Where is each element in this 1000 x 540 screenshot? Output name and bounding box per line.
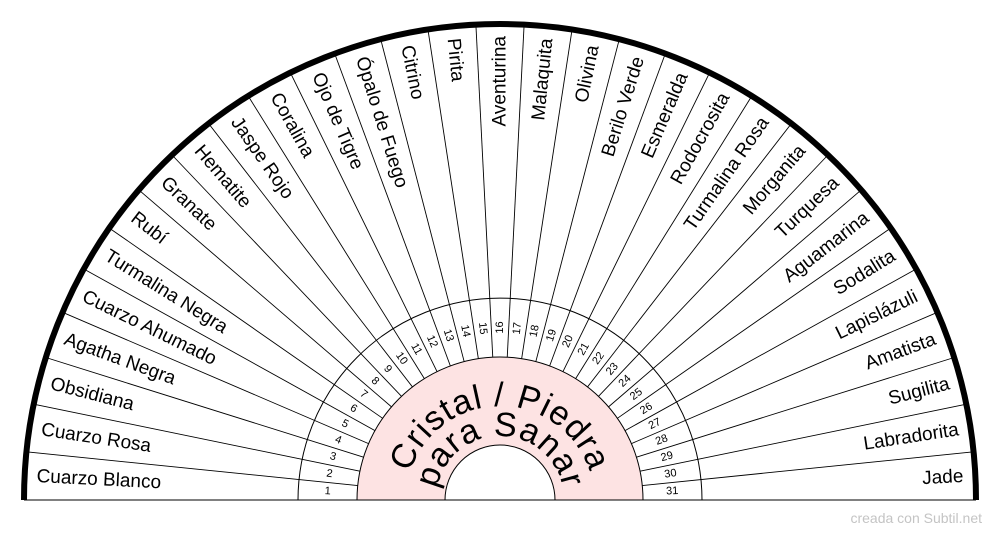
sector-number: 9 [381,363,394,375]
sector-divider [380,39,465,362]
sector-dividers [26,24,974,486]
center-area [357,357,643,500]
sector-divider [549,53,666,367]
sector-number: 3 [329,450,338,463]
sector-number: 1 [324,485,331,497]
sector-divider [617,227,891,419]
sector-number: 15 [476,322,489,335]
outer-arc [21,21,979,501]
sector-number: 25 [628,386,645,403]
sector-divider [535,39,620,362]
sector-number: 7 [357,388,369,401]
sector-label: Rubí [127,208,172,250]
sector-divider [598,154,829,397]
sector-label: Ojo de Tigre [307,69,367,172]
sector-label: Citrino [396,43,428,101]
sector-divider [33,403,361,472]
sector-divider [247,95,425,379]
number-ring-outer-arc [297,297,703,501]
sector-number: 2 [326,467,334,480]
sector-label: Pirita [443,37,468,83]
sector-number: 30 [664,467,678,481]
sector-number: 18 [528,324,542,338]
sector-number: 12 [424,333,440,349]
sector-divider [109,227,383,419]
sector-number: 13 [441,328,456,343]
sector-label: Granate [156,173,220,236]
sector-label: Sugilita [886,373,952,409]
sector-label: Jade [922,466,964,489]
sector-divider [575,95,753,379]
sector-label: Aventurina [490,36,511,127]
sector-divider [587,123,792,388]
sector-divider [138,189,392,408]
sector-number: 16 [494,321,506,333]
sector-divider [639,403,967,472]
sector-divider [636,357,955,458]
sector-number: 26 [638,400,655,417]
sector-number: 20 [560,333,576,349]
sector-number: 22 [590,350,607,367]
sector-number: 10 [393,350,410,367]
sector-divider [334,53,451,367]
sector-number: 14 [458,324,472,338]
sector-divider [62,311,369,445]
sector-divider [208,123,413,388]
sector-divider [642,451,974,486]
sector-number: 28 [654,432,670,448]
sector-label: Cuarzo Blanco [36,466,162,493]
sector-number: 8 [369,375,382,388]
sector-divider [521,29,573,359]
sector-number: 11 [408,341,424,357]
sector-divider [506,24,525,358]
sector-label: Labradorita [862,419,961,454]
sector-label: Sodalita [830,245,900,299]
sector-number: 5 [340,417,351,430]
sector-number: 17 [511,322,524,335]
sector-number: 31 [666,485,679,498]
sector-divider [26,451,358,486]
sector-number: 27 [647,416,663,432]
sector-divider [562,72,711,372]
sector-divider [289,72,438,372]
sector-label: Obsidiana [48,374,137,416]
sector-number: 29 [660,449,675,464]
sector-number: 4 [333,433,343,446]
sector-label: Malaquita [528,37,557,122]
sector-divider [631,311,938,445]
sector-divider [608,189,862,408]
hub-arc [444,444,556,501]
sector-number: 19 [544,328,559,343]
sector-number: 21 [575,341,591,358]
sector-divider [475,24,494,358]
sector-divider [427,29,479,359]
sector-label: Coralina [266,89,319,161]
sector-number: 6 [348,402,360,415]
sector-label: Amatista [862,329,939,375]
number-ring-inner-arc [356,356,644,501]
sector-label: Olivina [571,43,603,105]
credit-text: creada con Subtil.net [850,510,982,526]
sector-divider [45,357,364,458]
sector-divider [624,268,917,431]
sector-divider [171,154,402,397]
sector-divider [83,268,376,431]
